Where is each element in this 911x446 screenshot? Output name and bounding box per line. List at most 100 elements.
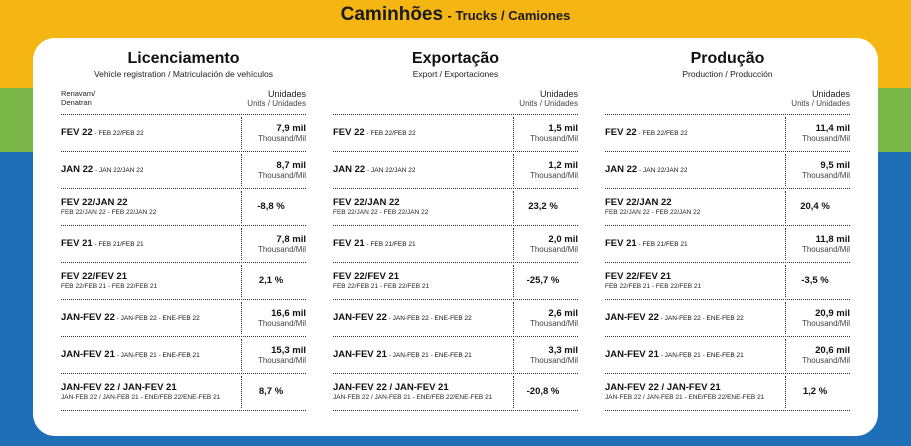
period-main: JAN 22 - JAN 22/JAN 22 xyxy=(605,164,783,175)
table-row: JAN-FEV 22 - JAN-FEB 22 - ENE-FEB 22 2,6 … xyxy=(333,300,578,337)
period-translation: - FEB 22/FEB 22 xyxy=(92,130,144,137)
value-cell: 1,2 % xyxy=(788,374,850,409)
period-code: JAN 22 xyxy=(605,164,638,175)
table-row: FEV 22 - FEB 22/FEB 22 7,9 mil Thousand/Mi… xyxy=(61,115,306,152)
row-divider xyxy=(513,191,514,223)
page-title-sub: - Trucks / Camiones xyxy=(447,8,571,23)
period-label: JAN-FEV 22 - JAN-FEB 22 - ENE-FEB 22 xyxy=(61,300,239,335)
value-cell: 1,2 mil Thousand/Mil xyxy=(516,152,578,187)
row-divider xyxy=(241,265,242,297)
source-line: Denatran xyxy=(61,98,92,107)
value-main: 1,5 mil xyxy=(548,122,578,134)
period-label: FEV 21 - FEB 21/FEB 21 xyxy=(605,226,783,261)
period-code: FEV 22/FEV 21 xyxy=(605,271,672,282)
column-title: Produção xyxy=(690,50,765,67)
row-divider xyxy=(241,376,242,408)
period-label: JAN-FEV 22 - JAN-FEB 22 - ENE-FEB 22 xyxy=(333,300,511,335)
table-row: FEV 21 - FEB 21/FEB 21 11,8 mil Thousand/M… xyxy=(605,226,850,263)
value-cell: 11,8 mil Thousand/Mil xyxy=(788,226,850,261)
value-cell: 7,9 mil Thousand/Mil xyxy=(244,115,306,150)
period-translation: - JAN-FEB 21 - ENE-FEB 21 xyxy=(386,352,472,359)
period-code: FEV 22 xyxy=(61,127,93,138)
period-main: FEV 22/JAN 22 xyxy=(605,197,783,208)
table-row: FEV 22/JAN 22 FEB 22/JAN 22 - FEB 22/JAN … xyxy=(605,189,850,226)
period-detail: JAN-FEB 22 / JAN-FEB 21 - ENE/FEB 22/ENE… xyxy=(605,394,765,401)
value-cell: 7,8 mil Thousand/Mil xyxy=(244,226,306,261)
value-main: 7,8 mil xyxy=(276,233,306,245)
units-title: Unidades xyxy=(267,89,306,99)
table-row: JAN 22 - JAN 22/JAN 22 1,2 mil Thousand/Mi… xyxy=(333,152,578,189)
value-unit: Thousand/Mil xyxy=(801,355,850,365)
period-main: JAN-FEV 21 - JAN-FEB 21 - ENE-FEB 21 xyxy=(333,349,511,360)
value-cell: 20,4 % xyxy=(788,189,850,224)
value-unit: Thousand/Mil xyxy=(257,318,306,328)
value-unit: Thousand/Mil xyxy=(801,133,850,143)
value-cell: 2,0 mil Thousand/Mil xyxy=(516,226,578,261)
value-main: -25,7 % xyxy=(526,275,560,286)
period-label: JAN-FEV 22 - JAN-FEB 22 - ENE-FEB 22 xyxy=(605,300,783,335)
table-row: FEV 22/FEV 21 FEB 22/FEB 21 - FEB 22/FEB … xyxy=(333,263,578,300)
value-cell: 8,7 mil Thousand/Mil xyxy=(244,152,306,187)
value-main: 2,6 mil xyxy=(548,307,578,319)
value-unit: Thousand/Mil xyxy=(801,318,850,328)
column-title: Licenciamento xyxy=(127,50,240,67)
period-detail: FEB 22/FEB 21 - FEB 22/FEB 21 xyxy=(61,283,158,290)
value-cell: -8,8 % xyxy=(244,189,306,224)
period-label: FEV 22 - FEB 22/FEB 22 xyxy=(333,115,511,150)
period-code: JAN-FEV 22 xyxy=(605,312,659,323)
value-unit: Thousand/Mil xyxy=(257,170,306,180)
source-line: Renavam/ xyxy=(61,89,96,98)
units-label: Unidades Units / Unidades xyxy=(791,89,850,109)
value-main: 20,6 mil xyxy=(815,344,850,356)
period-main: FEV 22/JAN 22 xyxy=(61,197,239,208)
period-detail: FEB 22/JAN 22 - FEB 22/JAN 22 xyxy=(605,209,701,216)
period-label: JAN 22 - JAN 22/JAN 22 xyxy=(333,152,511,187)
period-code: JAN-FEV 22 xyxy=(61,312,115,323)
period-code: FEV 22 xyxy=(333,127,365,138)
table-row: JAN-FEV 22 / JAN-FEV 21 JAN-FEB 22 / JAN-… xyxy=(605,374,850,411)
period-main: JAN-FEV 22 / JAN-FEV 21 xyxy=(333,382,511,393)
period-main: FEV 22/FEV 21 xyxy=(605,271,783,282)
value-cell: 11,4 mil Thousand/Mil xyxy=(788,115,850,150)
value-unit: Thousand/Mil xyxy=(257,133,306,143)
period-code: FEV 22/JAN 22 xyxy=(605,197,672,208)
table-row: JAN-FEV 22 - JAN-FEB 22 - ENE-FEB 22 16,6… xyxy=(61,300,306,337)
period-code: JAN-FEV 22 / JAN-FEV 21 xyxy=(61,382,177,393)
table-row: FEV 22/FEV 21 FEB 22/FEB 21 - FEB 22/FEB … xyxy=(605,263,850,300)
page-title: Caminhões - Trucks / Camiones xyxy=(0,4,911,26)
row-divider xyxy=(241,191,242,223)
period-translation: - FEB 21/FEB 21 xyxy=(636,241,688,248)
period-translation: - FEB 21/FEB 21 xyxy=(364,241,416,248)
row-divider xyxy=(241,339,242,371)
value-main: 11,4 mil xyxy=(815,122,850,134)
units-header: Renavam/Denatran Unidades Units / Unidades xyxy=(61,89,306,115)
period-code: FEV 22/JAN 22 xyxy=(61,197,128,208)
period-main: FEV 22 - FEB 22/FEB 22 xyxy=(61,127,239,138)
period-label: FEV 22 - FEB 22/FEB 22 xyxy=(61,115,239,150)
period-main: JAN-FEV 22 / JAN-FEV 21 xyxy=(61,382,239,393)
period-label: FEV 22/FEV 21 FEB 22/FEB 21 - FEB 22/FEB … xyxy=(333,263,511,298)
period-code: FEV 22/JAN 22 xyxy=(333,197,400,208)
value-main: 20,9 mil xyxy=(815,307,850,319)
value-main: 2,0 mil xyxy=(548,233,578,245)
row-divider xyxy=(513,117,514,149)
row-divider xyxy=(513,228,514,260)
units-subtitle: Units / Unidades xyxy=(791,99,850,108)
value-cell: 2,6 mil Thousand/Mil xyxy=(516,300,578,335)
period-label: JAN-FEV 21 - JAN-FEB 21 - ENE-FEB 21 xyxy=(61,337,239,372)
value-main: 8,7 % xyxy=(258,386,284,397)
value-unit: Thousand/Mil xyxy=(801,170,850,180)
value-main: 16,6 mil xyxy=(271,307,306,319)
value-cell: 20,9 mil Thousand/Mil xyxy=(788,300,850,335)
period-translation: - FEB 21/FEB 21 xyxy=(92,241,144,248)
period-label: FEV 22/FEV 21 FEB 22/FEB 21 - FEB 22/FEB … xyxy=(605,263,783,298)
period-label: FEV 22 - FEB 22/FEB 22 xyxy=(605,115,783,150)
period-main: FEV 21 - FEB 21/FEB 21 xyxy=(333,238,511,249)
value-unit: Thousand/Mil xyxy=(529,133,578,143)
period-main: JAN 22 - JAN 22/JAN 22 xyxy=(333,164,511,175)
period-label: JAN-FEV 22 / JAN-FEV 21 JAN-FEB 22 / JAN-… xyxy=(61,374,239,409)
value-unit: Thousand/Mil xyxy=(529,318,578,328)
column-exportacao: Exportação Export / Exportaciones Unidades… xyxy=(333,38,578,411)
value-unit: Thousand/Mil xyxy=(529,170,578,180)
row-divider xyxy=(785,117,786,149)
